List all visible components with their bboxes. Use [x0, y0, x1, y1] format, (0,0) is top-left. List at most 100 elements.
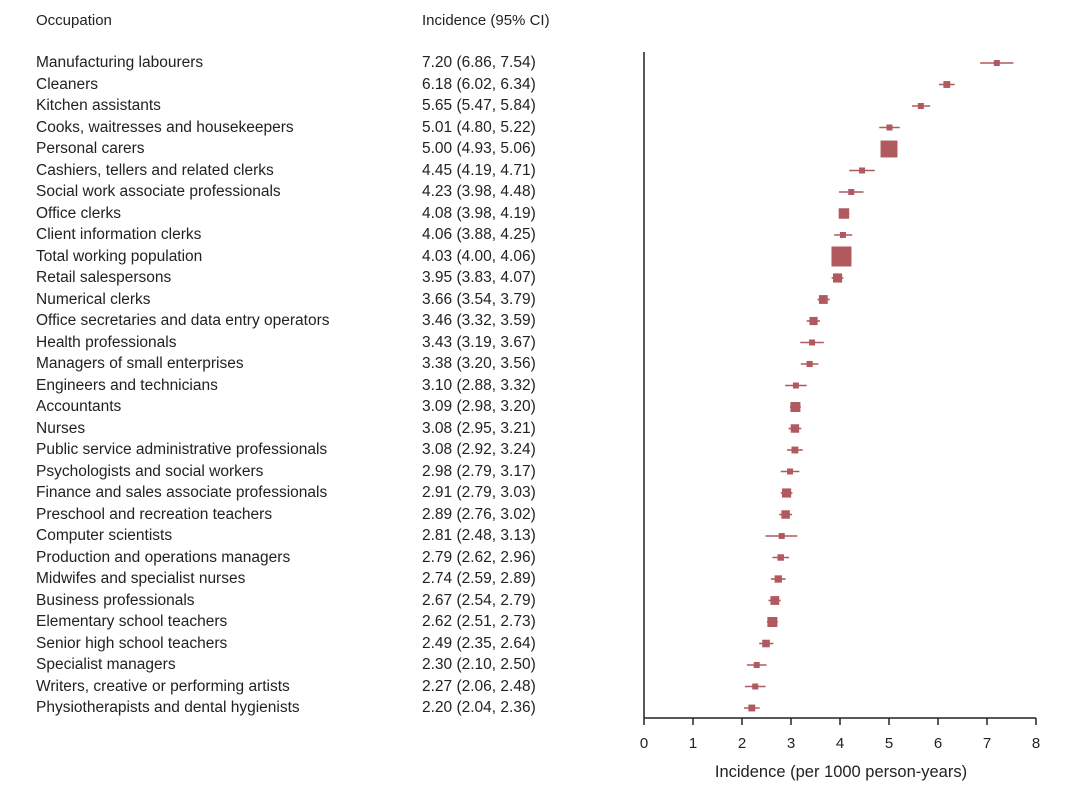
row-ci-text: 3.08 (2.95, 3.21): [422, 419, 536, 437]
x-tick-label: 4: [836, 735, 844, 752]
row-label: Cleaners: [36, 75, 99, 93]
row-label: Public service administrative profession…: [36, 441, 328, 458]
point-estimate-marker: [787, 468, 794, 475]
row-label: Manufacturing labourers: [36, 54, 204, 71]
point-estimate-marker: [753, 662, 760, 668]
point-estimate-marker: [782, 488, 792, 498]
row-label: Nurses: [36, 419, 86, 437]
row-ci-text: 4.03 (4.00, 4.06): [422, 247, 536, 265]
point-estimate-marker: [781, 510, 790, 519]
point-estimate-marker: [767, 617, 778, 627]
row-label: Midwifes and specialist nurses: [36, 570, 246, 587]
row-ci-text: 3.38 (3.20, 3.56): [422, 355, 536, 372]
point-estimate-marker: [831, 246, 852, 267]
row-ci-text: 2.79 (2.62, 2.96): [422, 548, 536, 566]
point-estimate-marker: [838, 208, 850, 219]
row-label: Kitchen assistants: [36, 97, 161, 114]
row-ci-text: 3.46 (3.32, 3.59): [422, 312, 536, 329]
x-tick-label: 5: [885, 735, 893, 752]
x-tick-label: 6: [934, 735, 942, 752]
point-estimate-marker: [778, 533, 785, 539]
row-label: Managers of small enterprises: [36, 355, 244, 372]
point-estimate-marker: [917, 103, 924, 109]
row-ci-text: 3.09 (2.98, 3.20): [422, 398, 536, 415]
row-label: Total working population: [36, 247, 203, 265]
point-estimate-marker: [818, 295, 828, 304]
row-ci-text: 3.43 (3.19, 3.67): [422, 333, 536, 351]
row-ci-text: 3.10 (2.88, 3.32): [422, 376, 536, 394]
row-label: Finance and sales associate professional…: [36, 484, 328, 501]
point-estimate-marker: [886, 124, 893, 131]
point-estimate-marker: [943, 81, 951, 88]
row-label: Elementary school teachers: [36, 613, 228, 630]
point-estimate-marker: [774, 575, 782, 583]
row-ci-text: 5.00 (4.93, 5.06): [422, 140, 536, 157]
row-ci-text: 2.27 (2.06, 2.48): [422, 677, 536, 695]
row-label: Engineers and technicians: [36, 376, 218, 394]
row-ci-text: 2.67 (2.54, 2.79): [422, 591, 536, 609]
point-estimate-marker: [993, 60, 1000, 66]
row-label: Production and operations managers: [36, 548, 291, 566]
incidence-column-header: Incidence (95% CI): [422, 12, 550, 29]
point-estimate-marker: [809, 316, 818, 326]
point-estimate-marker: [748, 704, 756, 712]
row-ci-text: 5.01 (4.80, 5.22): [422, 118, 536, 136]
row-ci-text: 4.08 (3.98, 4.19): [422, 204, 536, 222]
row-ci-text: 6.18 (6.02, 6.34): [422, 75, 536, 93]
row-label: Physiotherapists and dental hygienists: [36, 699, 300, 716]
point-estimate-marker: [790, 402, 801, 412]
row-label: Psychologists and social workers: [36, 462, 264, 480]
row-ci-text: 2.89 (2.76, 3.02): [422, 505, 536, 523]
row-label: Computer scientists: [36, 527, 173, 544]
row-ci-text: 7.20 (6.86, 7.54): [422, 54, 536, 71]
x-axis-label: Incidence (per 1000 person-years): [715, 763, 967, 781]
row-ci-text: 2.20 (2.04, 2.36): [422, 699, 536, 716]
point-estimate-marker: [806, 360, 813, 368]
row-label: Social work associate professionals: [36, 183, 281, 200]
row-label: Cashiers, tellers and related clerks: [36, 161, 274, 179]
row-label: Office secretaries and data entry operat…: [36, 312, 330, 329]
x-tick-label: 2: [738, 735, 746, 752]
point-estimate-marker: [770, 596, 780, 605]
row-ci-text: 2.98 (2.79, 3.17): [422, 462, 536, 480]
point-estimate-marker: [777, 554, 784, 561]
point-estimate-marker: [880, 140, 898, 158]
row-label: Business professionals: [36, 591, 195, 609]
row-label: Client information clerks: [36, 226, 202, 243]
row-label: Specialist managers: [36, 656, 176, 673]
x-tick-label: 8: [1032, 735, 1040, 752]
x-tick-label: 3: [787, 735, 795, 752]
point-estimate-marker: [752, 683, 759, 690]
row-ci-text: 2.30 (2.10, 2.50): [422, 656, 536, 673]
row-ci-text: 5.65 (5.47, 5.84): [422, 97, 536, 114]
row-label: Cooks, waitresses and housekeepers: [36, 118, 294, 136]
point-estimate-marker: [791, 446, 799, 454]
row-ci-text: 2.49 (2.35, 2.64): [422, 634, 536, 652]
point-estimate-marker: [792, 382, 799, 389]
row-label: Accountants: [36, 398, 122, 415]
row-ci-text: 4.23 (3.98, 4.48): [422, 183, 536, 200]
row-label: Writers, creative or performing artists: [36, 677, 290, 695]
point-estimate-marker: [859, 167, 866, 174]
point-estimate-marker: [809, 339, 816, 346]
row-ci-text: 4.06 (3.88, 4.25): [422, 226, 536, 243]
row-label: Retail salespersons: [36, 269, 172, 286]
row-ci-text: 3.95 (3.83, 4.07): [422, 269, 536, 286]
row-ci-text: 4.45 (4.19, 4.71): [422, 161, 536, 179]
point-estimate-marker: [832, 273, 843, 283]
row-ci-text: 3.08 (2.92, 3.24): [422, 441, 536, 458]
row-ci-text: 3.66 (3.54, 3.79): [422, 290, 536, 308]
row-ci-text: 2.81 (2.48, 3.13): [422, 527, 536, 544]
row-label: Office clerks: [36, 204, 121, 222]
row-label: Health professionals: [36, 333, 177, 351]
point-estimate-marker: [848, 189, 855, 195]
point-estimate-marker: [839, 232, 846, 238]
x-tick-label: 1: [689, 735, 697, 752]
row-ci-text: 2.91 (2.79, 3.03): [422, 484, 536, 501]
row-label: Numerical clerks: [36, 290, 151, 308]
row-label: Preschool and recreation teachers: [36, 505, 273, 523]
row-ci-text: 2.74 (2.59, 2.89): [422, 570, 536, 587]
occupation-column-header: Occupation: [36, 12, 112, 29]
point-estimate-marker: [762, 639, 770, 648]
